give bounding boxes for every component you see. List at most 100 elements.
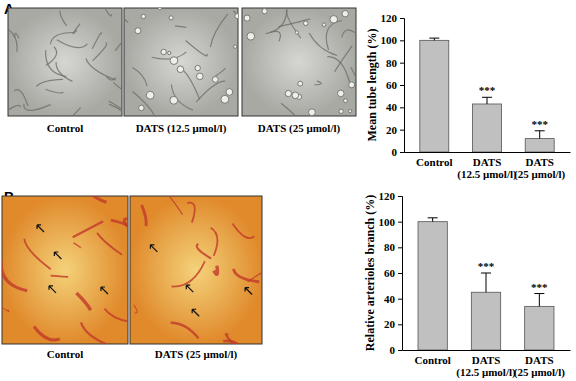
photo-arrow [101, 287, 108, 294]
error-bar [429, 38, 439, 40]
y-tick-label: 120 [379, 190, 396, 202]
photo-texture-line [115, 33, 122, 50]
photo-cell [169, 16, 173, 20]
panel: BControlDATS (25 μmol/l)******0204060801… [0, 181, 571, 379]
photo-cell [139, 105, 145, 111]
y-tick-label: 0 [392, 146, 398, 158]
photo-texture-line [186, 40, 208, 55]
photo-cell [197, 73, 204, 80]
photo-texture-line [92, 43, 106, 61]
y-axis: 020406080100120 [379, 190, 403, 356]
photo-texture-line [335, 46, 353, 72]
photo-texture-line [309, 33, 337, 56]
y-tick-label: 100 [381, 34, 398, 46]
photo-texture-line [171, 323, 199, 339]
y-tick-label: 0 [390, 344, 396, 356]
y-tick-mark [398, 324, 402, 325]
photo-texture-line [104, 309, 128, 322]
y-tick: 40 [386, 101, 404, 113]
photo-texture-line [132, 68, 147, 86]
photo-cell [303, 21, 308, 26]
photo-texture-line [271, 31, 281, 41]
x-axis-line [403, 350, 571, 351]
photo-texture-line [102, 8, 111, 16]
photo-cell [170, 96, 178, 104]
photo-texture [244, 8, 356, 116]
photo-cell [168, 51, 171, 54]
y-tick: 20 [384, 318, 402, 330]
bar [525, 139, 554, 152]
x-tick: Control [416, 152, 452, 168]
y-tick-mark [398, 273, 402, 274]
error-bar-cap [535, 130, 545, 131]
photo-texture-line [278, 19, 310, 27]
photo-texture-line [175, 26, 186, 28]
photo-cell [285, 90, 291, 96]
photo-frame [8, 8, 122, 116]
y-axis-title: Relative arterioles branch (%) [363, 195, 377, 351]
photo-texture-line [233, 223, 255, 238]
photo-cell [349, 109, 352, 112]
photo-cell [135, 28, 141, 34]
photo-texture-line [92, 33, 101, 49]
bar [473, 104, 502, 152]
photo-texture-line [8, 105, 21, 116]
photo-texture-line [109, 101, 122, 116]
error-bar-cap [481, 273, 491, 274]
bar [525, 306, 554, 350]
photo-cell [235, 14, 238, 19]
photo-texture-line [327, 57, 350, 84]
bar [471, 292, 500, 350]
error-bar-cap [428, 217, 438, 218]
photo [0, 0, 143, 136]
y-tick-mark [400, 63, 404, 64]
photo-texture-line [134, 305, 137, 313]
photo-caption: Control [47, 348, 83, 360]
y-tick: 60 [386, 79, 404, 91]
panel: AControlDATS (12.5 μmol/l)DATS (25 μmol/… [0, 0, 571, 181]
y-tick: 100 [379, 216, 403, 228]
photo-texture [2, 196, 128, 344]
photo-texture-line [34, 326, 60, 340]
x-tick-label: DATS(25 μmol/l) [514, 354, 565, 379]
photo-cell [221, 95, 229, 103]
photo-arrow [37, 225, 44, 232]
photo-texture-line [187, 203, 195, 223]
photo-cell [244, 15, 250, 21]
photo-cell [292, 92, 299, 99]
y-tick: 0 [390, 344, 403, 356]
photo-texture-line [211, 228, 218, 256]
photo [130, 183, 280, 353]
y-tick-label: 60 [384, 267, 396, 279]
error-bar [482, 97, 492, 104]
photo-cell [146, 91, 154, 99]
error-bar-stem [539, 294, 540, 307]
photo-cell [141, 14, 145, 18]
photo-arrow [192, 309, 199, 316]
photo-caption: Control [47, 122, 83, 134]
photo-caption: DATS (25 μmol/l) [258, 122, 341, 135]
photo-texture-line [56, 62, 72, 81]
significance: *** [479, 84, 496, 96]
photo-texture-line [51, 276, 69, 277]
photo-texture-line [326, 21, 342, 50]
photo [242, 6, 358, 120]
y-tick-mark [398, 299, 402, 300]
y-tick: 40 [384, 293, 402, 305]
photo-texture-line [233, 11, 238, 21]
photo-cell [339, 109, 343, 113]
y-tick: 80 [386, 57, 404, 69]
photo-texture-line [133, 91, 156, 116]
error-bar-stem [487, 97, 488, 104]
photo-texture-line [214, 266, 218, 275]
photo-caption: DATS (12.5 μmol/l) [136, 122, 227, 135]
x-tick-label-line: (12.5 μmol/l) [457, 168, 517, 181]
photo-cell [170, 57, 178, 65]
y-tick-mark [400, 85, 404, 86]
x-tick-label: DATS(12.5 μmol/l) [457, 156, 517, 181]
y-tick: 60 [384, 267, 402, 279]
photo-texture-line [86, 59, 116, 81]
error-bar-stem [432, 218, 433, 222]
photo-cell [337, 90, 344, 97]
photo-cell [262, 9, 267, 14]
